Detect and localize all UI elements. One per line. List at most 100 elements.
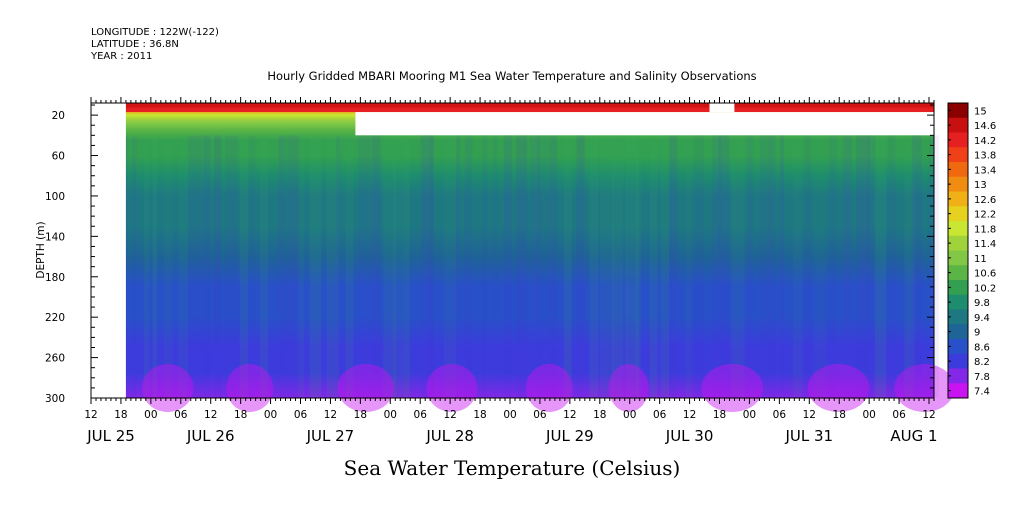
missing-data-region [355, 112, 934, 136]
texture-streak [814, 135, 826, 399]
texture-streak [904, 135, 915, 399]
texture-streak [144, 135, 150, 399]
deep-cold-patch [894, 364, 955, 412]
colorbar-swatch [948, 383, 968, 399]
deep-cold-patch [701, 364, 764, 412]
texture-streak [326, 135, 340, 399]
y-axis-label: DEPTH (m) [35, 221, 47, 278]
x-hour-label: 00 [384, 409, 397, 421]
texture-streak [792, 135, 803, 399]
x-hour-label: 00 [264, 409, 277, 421]
texture-streak [887, 135, 896, 399]
texture-streak [874, 135, 886, 399]
texture-streak [537, 135, 550, 399]
colorbar-swatch [948, 221, 968, 237]
x-hour-label: 18 [234, 409, 247, 421]
deep-cold-patch [141, 364, 194, 412]
texture-streak [867, 135, 876, 399]
texture-streak [259, 135, 268, 399]
texture-streak [278, 135, 286, 399]
texture-streak [164, 135, 173, 399]
x-hour-label: 00 [623, 409, 636, 421]
colorbar-label: 12.6 [974, 195, 996, 206]
texture-streak [589, 135, 599, 399]
colorbar-swatch [948, 280, 968, 296]
heatmap-texture [94, 135, 955, 412]
texture-streak [152, 135, 157, 399]
colorbar-label: 8.6 [974, 342, 990, 353]
texture-streak [636, 135, 641, 399]
deep-cold-patch [608, 364, 649, 412]
texture-streak [563, 135, 572, 399]
missing-data-region [91, 103, 126, 398]
texture-streak [188, 135, 203, 399]
x-hour-label: 06 [414, 409, 428, 421]
colorbar-label: 11 [974, 254, 987, 265]
y-tick-label: 180 [45, 272, 65, 284]
colorbar-frame [947, 102, 969, 399]
texture-streak [612, 135, 624, 399]
x-hour-label: 12 [443, 409, 456, 421]
texture-streak [203, 135, 211, 399]
x-axis: 12 18 00 06 12 18 00 06 12 18 00 06 12 18 00 06 12 18 00 06… [84, 97, 938, 445]
colorbar-swatch [948, 191, 968, 207]
x-hour-label: 18 [354, 409, 367, 421]
texture-streak [768, 135, 776, 399]
colorbar-label: 10.6 [974, 269, 996, 280]
x-day-label: JUL 25 [86, 427, 135, 445]
texture-streak [404, 135, 410, 399]
colorbar-swatch [948, 103, 968, 119]
surface-band-top [91, 103, 934, 108]
texture-streak [335, 135, 341, 399]
x-hour-label: 00 [743, 409, 756, 421]
year-label: YEAR : 2011 [90, 51, 152, 62]
chart-title: Hourly Gridded MBARI Mooring M1 Sea Wate… [267, 69, 756, 83]
x-hour-label: 18 [833, 409, 846, 421]
colorbar-swatch [948, 117, 968, 133]
y-tick-label: 100 [45, 191, 65, 203]
colorbar-swatch [948, 235, 968, 251]
missing-data-regions [91, 103, 934, 398]
texture-streak [225, 135, 238, 399]
texture-streak [429, 135, 434, 399]
texture-streak [694, 135, 704, 399]
y-tick-label: 300 [45, 393, 65, 405]
x-axis-label: Sea Water Temperature (Celsius) [344, 456, 681, 480]
x-hour-label: 00 [503, 409, 516, 421]
texture-streak [393, 135, 405, 399]
colorbar-label: 13.8 [974, 151, 996, 162]
plot-frame [90, 102, 935, 399]
x-day-label: JUL 28 [425, 427, 474, 445]
deep-cold-patch [426, 364, 478, 412]
y-tick-label: 140 [45, 231, 65, 243]
temperature-heatmap [91, 103, 955, 412]
x-hour-label: 12 [324, 409, 337, 421]
colorbar-label: 9.4 [974, 313, 990, 324]
texture-streak [297, 135, 304, 399]
colorbar-label: 11.4 [974, 239, 996, 250]
texture-streak [712, 135, 722, 399]
x-day-label: JUL 29 [545, 427, 594, 445]
texture-streak [444, 135, 457, 399]
colorbar-label: 11.8 [974, 224, 996, 235]
colorbar-swatch [948, 339, 968, 355]
x-hour-label: 06 [174, 409, 188, 421]
colorbar-swatch [948, 206, 968, 222]
texture-streak [482, 135, 488, 399]
x-hour-label: 12 [803, 409, 816, 421]
x-hour-label: 06 [773, 409, 787, 421]
texture-streak [248, 135, 255, 399]
colorbar-swatch [948, 294, 968, 310]
texture-streak [345, 135, 354, 399]
y-axis: 20 60 100 140 180 220 260 300 [45, 104, 934, 405]
texture-streak [383, 135, 396, 399]
texture-streak [372, 135, 381, 399]
texture-streak [685, 135, 692, 399]
texture-streak [529, 135, 541, 399]
texture-streak [286, 135, 300, 399]
x-hour-label: 12 [922, 409, 935, 421]
texture-streak [357, 135, 372, 399]
texture-streak [660, 135, 669, 399]
colorbar-label: 9 [974, 328, 980, 339]
colorbar-swatch [948, 176, 968, 192]
